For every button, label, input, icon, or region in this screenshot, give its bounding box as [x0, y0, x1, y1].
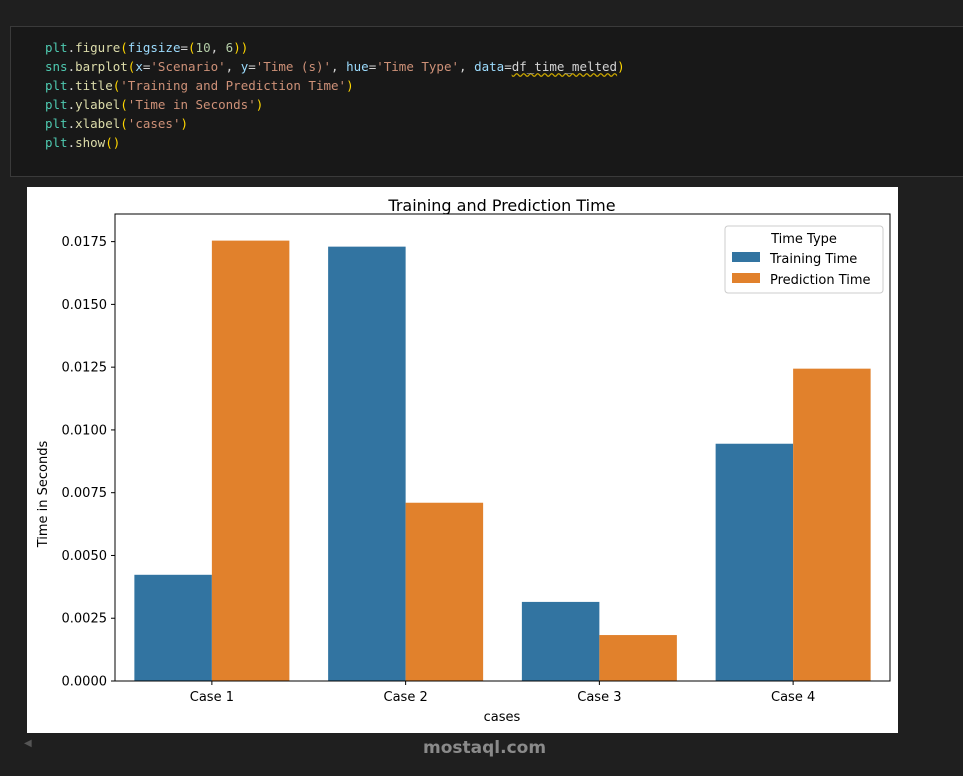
plot-frame — [114, 213, 891, 682]
x-tick-label: Case 1 — [190, 690, 234, 705]
legend-title: Time Type — [770, 232, 837, 247]
code-line: plt.xlabel('cases') — [45, 116, 189, 131]
x-tick-label: Case 3 — [577, 690, 621, 705]
x-tick-label: Case 4 — [771, 690, 815, 705]
bar-training-time — [521, 601, 600, 681]
code-line: plt.title('Training and Prediction Time'… — [45, 78, 354, 93]
code-line: sns.barplot(x='Scenario', y='Time (s)', … — [45, 59, 625, 74]
x-tick-label: Case 2 — [384, 690, 428, 705]
y-tick-label: 0.0025 — [62, 612, 108, 627]
bar-prediction-time — [599, 635, 677, 681]
bar-training-time — [328, 246, 406, 682]
code-editor[interactable]: plt.figure(figsize=(10, 6)) sns.barplot(x… — [45, 38, 625, 152]
y-tick-label: 0.0000 — [62, 675, 108, 690]
bar-training-time — [134, 574, 212, 681]
y-tick-label: 0.0125 — [62, 361, 108, 376]
y-tick-label: 0.0050 — [62, 549, 108, 564]
bar-prediction-time — [793, 368, 871, 681]
y-tick-label: 0.0175 — [62, 235, 108, 250]
legend: Time Type Training Time Prediction Time — [724, 225, 884, 294]
legend-swatch-training — [732, 252, 760, 262]
code-line: plt.ylabel('Time in Seconds') — [45, 97, 264, 112]
y-tick-label: 0.0100 — [62, 423, 108, 438]
y-axis-label: Time in Seconds — [36, 441, 51, 549]
bar-prediction-time — [405, 502, 484, 681]
chart-title: Training and Prediction Time — [387, 196, 615, 215]
y-tick-label: 0.0075 — [62, 486, 108, 501]
collapse-arrow-icon[interactable]: ◀ — [24, 738, 32, 749]
x-axis-label: cases — [484, 710, 521, 725]
bar-chart: Training and Prediction Time Time in Sec… — [36, 196, 891, 725]
code-cell[interactable]: plt.figure(figsize=(10, 6)) sns.barplot(x… — [10, 26, 963, 177]
chart-figure: Training and Prediction Time Time in Sec… — [27, 187, 898, 733]
legend-label-training: Training Time — [769, 252, 857, 267]
watermark: mostaql.com — [423, 738, 547, 758]
legend-swatch-prediction — [732, 273, 760, 283]
code-line: plt.show() — [45, 135, 121, 150]
bar-training-time — [715, 443, 794, 681]
bar-prediction-time — [211, 240, 290, 681]
legend-label-prediction: Prediction Time — [770, 273, 871, 288]
code-line: plt.figure(figsize=(10, 6)) — [45, 40, 249, 55]
y-tick-label: 0.0150 — [62, 298, 108, 313]
